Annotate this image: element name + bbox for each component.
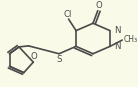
Text: O: O bbox=[31, 52, 37, 61]
Text: N: N bbox=[114, 42, 120, 51]
Text: S: S bbox=[56, 55, 62, 64]
Text: O: O bbox=[95, 1, 102, 10]
Text: N: N bbox=[114, 26, 120, 35]
Text: CH₃: CH₃ bbox=[124, 35, 138, 44]
Text: Cl: Cl bbox=[64, 10, 72, 19]
